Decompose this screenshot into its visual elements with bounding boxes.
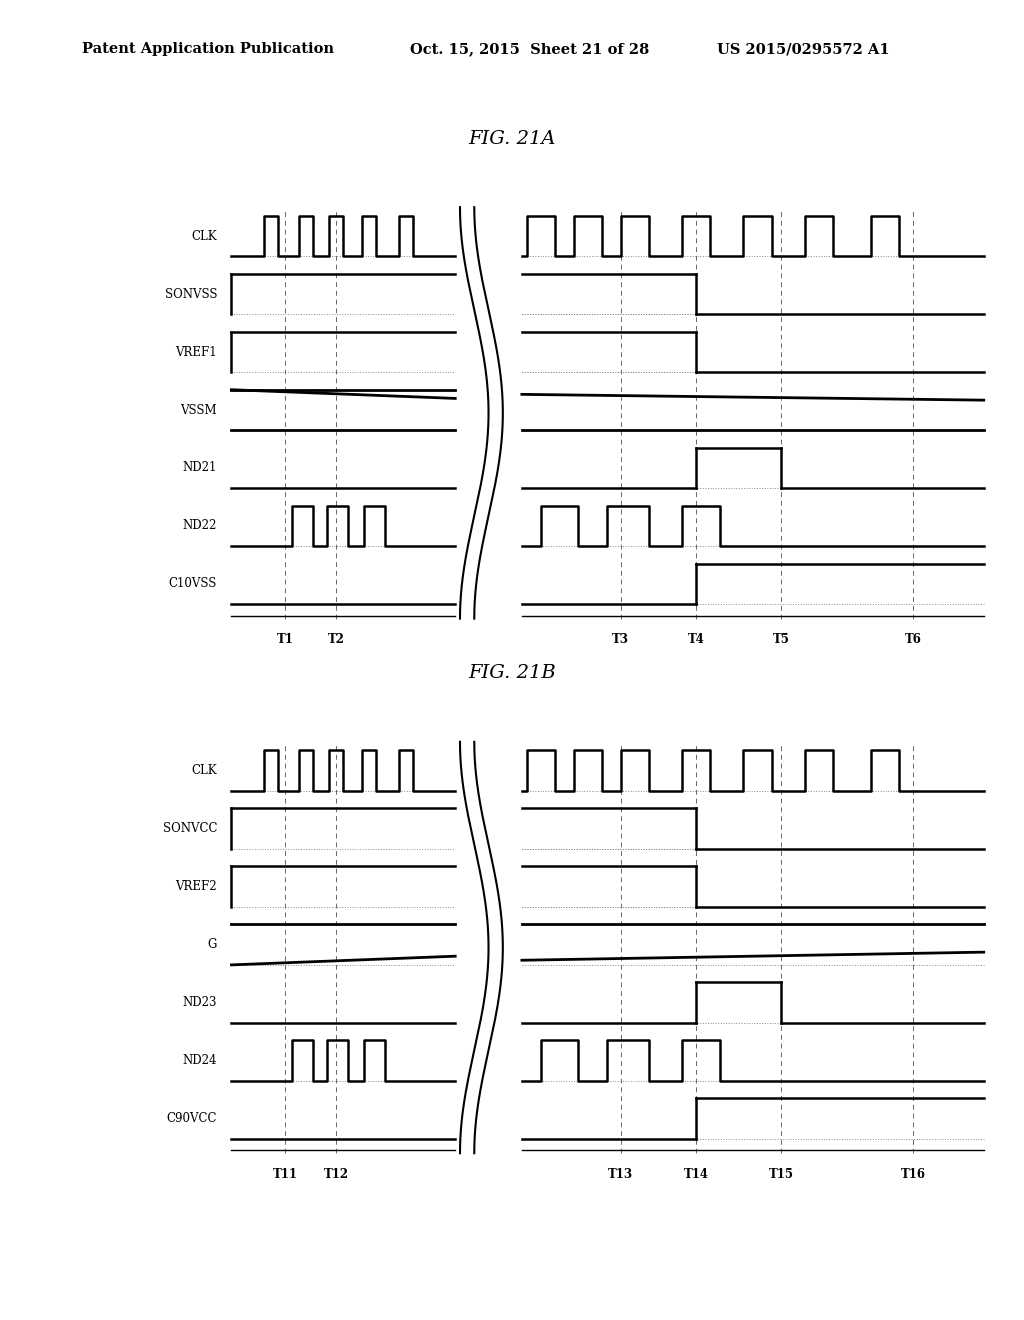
Text: ND24: ND24 [182,1053,217,1067]
Text: C90VCC: C90VCC [167,1111,217,1125]
Text: T3: T3 [612,634,630,645]
Text: SONVSS: SONVSS [165,288,217,301]
Text: VSSM: VSSM [180,404,217,417]
Text: T5: T5 [773,634,790,645]
Text: VREF1: VREF1 [175,346,217,359]
Text: Patent Application Publication: Patent Application Publication [82,42,334,57]
Text: CLK: CLK [191,230,217,243]
Text: ND23: ND23 [182,997,217,1008]
Text: T6: T6 [904,634,922,645]
Text: SONVCC: SONVCC [163,822,217,836]
Text: T13: T13 [608,1168,633,1180]
Text: US 2015/0295572 A1: US 2015/0295572 A1 [717,42,890,57]
Text: T14: T14 [684,1168,709,1180]
Text: T1: T1 [276,634,294,645]
Text: T4: T4 [688,634,705,645]
Text: Oct. 15, 2015  Sheet 21 of 28: Oct. 15, 2015 Sheet 21 of 28 [410,42,649,57]
Text: T2: T2 [328,634,345,645]
Text: T15: T15 [769,1168,794,1180]
Text: CLK: CLK [191,764,217,777]
Text: ND22: ND22 [182,519,217,532]
Text: T12: T12 [324,1168,349,1180]
Text: G: G [208,939,217,952]
Text: T11: T11 [272,1168,298,1180]
Text: ND21: ND21 [182,462,217,474]
Text: C10VSS: C10VSS [169,577,217,590]
Text: FIG. 21B: FIG. 21B [468,664,556,682]
Text: FIG. 21A: FIG. 21A [468,129,556,148]
Text: T16: T16 [900,1168,926,1180]
Text: VREF2: VREF2 [175,880,217,894]
